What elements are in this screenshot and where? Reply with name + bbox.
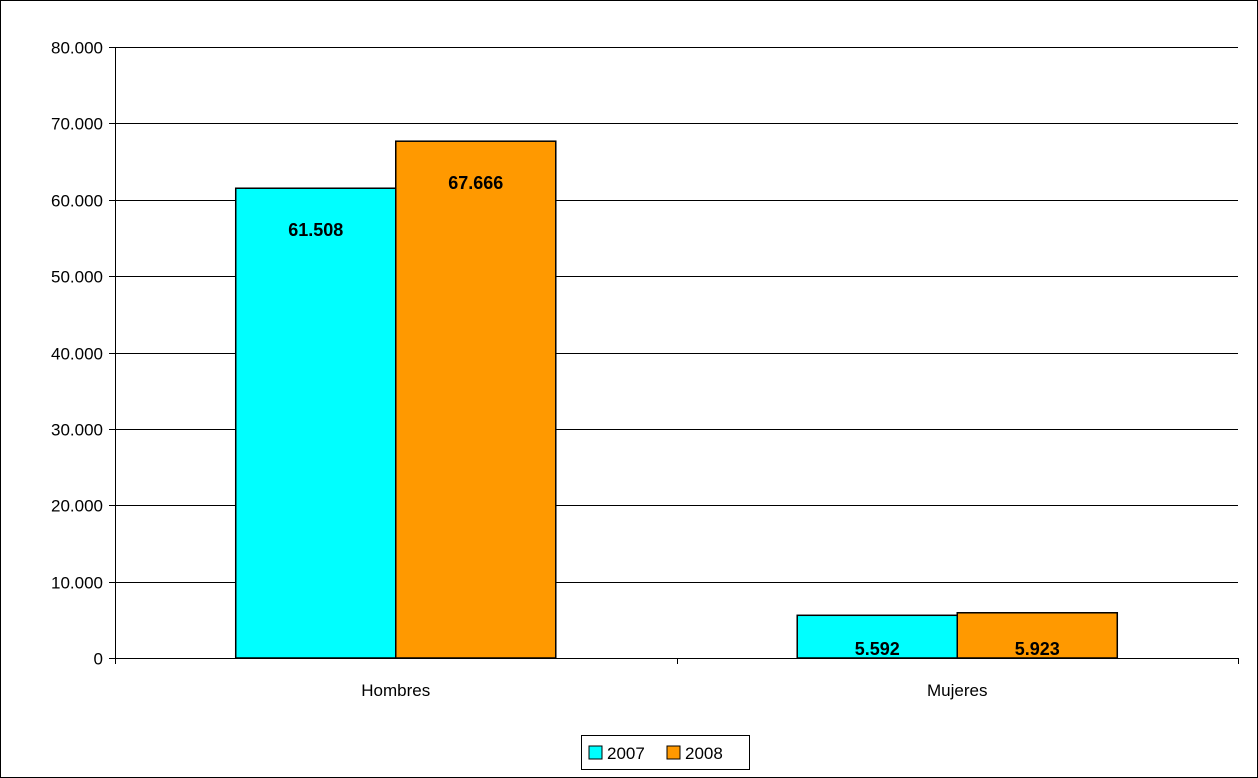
data-label-2007-Hombres: 61.508: [288, 220, 343, 240]
y-tick-label: 80.000: [51, 39, 103, 58]
bar-2007-Mujeres: [796, 614, 958, 659]
bars: [234, 140, 1119, 659]
y-tick-label: 60.000: [51, 192, 103, 211]
data-label-2008-Mujeres: 5.923: [1015, 639, 1060, 659]
legend-swatch-2008: [666, 745, 681, 760]
data-label-2007-Mujeres: 5.592: [855, 639, 900, 659]
y-tick-label: 20.000: [51, 497, 103, 516]
y-tick-label: 0: [94, 650, 103, 669]
y-tick-label: 40.000: [51, 345, 103, 364]
bar-2008-Mujeres: [956, 612, 1119, 659]
legend-swatch-2007: [588, 745, 603, 760]
data-labels: 61.508 67.666 5.592 5.923: [288, 173, 1060, 659]
bar-2007-Hombres: [234, 187, 397, 659]
y-tick-label: 50.000: [51, 268, 103, 287]
bar-2008-Hombres: [395, 140, 557, 659]
legend-box: [581, 735, 750, 770]
y-tick-label: 30.000: [51, 421, 103, 440]
axes: 0 10.000 20.000 30.000 40.000 50.000 60.000 70.…: [51, 39, 1239, 700]
y-tick-label: 10.000: [51, 574, 103, 593]
data-label-2008-Hombres: 67.666: [448, 173, 503, 193]
x-category-label: Hombres: [361, 681, 430, 700]
x-category-label: Mujeres: [927, 681, 987, 700]
legend-label-2007: 2007: [607, 744, 645, 763]
legend-label-2008: 2008: [685, 744, 723, 763]
y-tick-label: 70.000: [51, 115, 103, 134]
legend: 2007 2008: [581, 735, 750, 770]
